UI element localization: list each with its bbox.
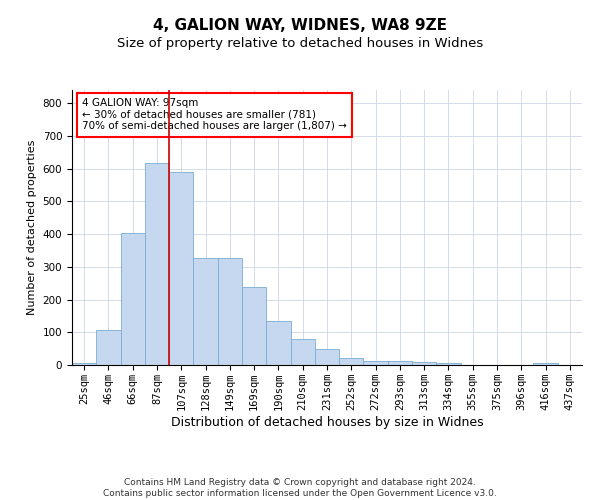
- Bar: [145, 163, 169, 365]
- Bar: [364, 360, 388, 365]
- Bar: [412, 362, 436, 365]
- Bar: [121, 233, 145, 365]
- Text: Size of property relative to detached houses in Widnes: Size of property relative to detached ho…: [117, 38, 483, 51]
- Bar: [96, 330, 121, 365]
- Y-axis label: Number of detached properties: Number of detached properties: [27, 140, 37, 315]
- Bar: [436, 364, 461, 365]
- Bar: [72, 362, 96, 365]
- Bar: [388, 360, 412, 365]
- X-axis label: Distribution of detached houses by size in Widnes: Distribution of detached houses by size …: [170, 416, 484, 428]
- Bar: [315, 348, 339, 365]
- Bar: [218, 258, 242, 365]
- Bar: [193, 258, 218, 365]
- Text: Contains HM Land Registry data © Crown copyright and database right 2024.
Contai: Contains HM Land Registry data © Crown c…: [103, 478, 497, 498]
- Bar: [169, 172, 193, 365]
- Bar: [266, 321, 290, 365]
- Text: 4 GALION WAY: 97sqm
← 30% of detached houses are smaller (781)
70% of semi-detac: 4 GALION WAY: 97sqm ← 30% of detached ho…: [82, 98, 347, 132]
- Bar: [533, 362, 558, 365]
- Bar: [290, 340, 315, 365]
- Bar: [339, 358, 364, 365]
- Bar: [242, 287, 266, 365]
- Text: 4, GALION WAY, WIDNES, WA8 9ZE: 4, GALION WAY, WIDNES, WA8 9ZE: [153, 18, 447, 32]
